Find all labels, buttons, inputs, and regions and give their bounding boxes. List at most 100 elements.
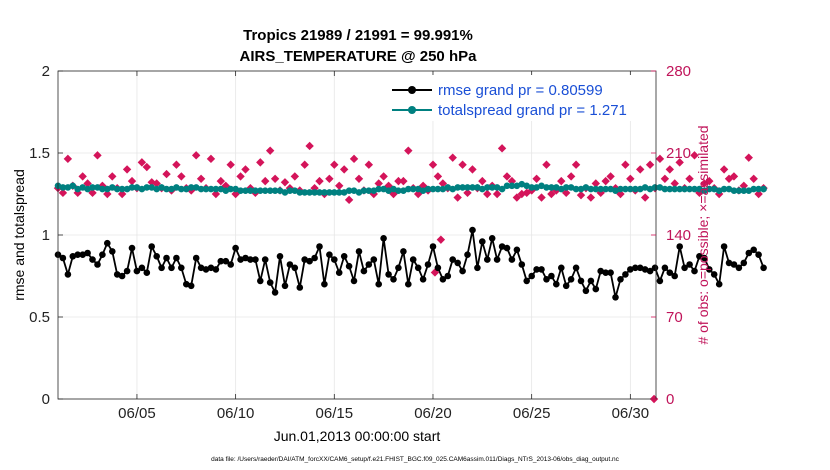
rmse-point bbox=[602, 269, 609, 277]
rmse-point bbox=[651, 264, 659, 272]
spread-point bbox=[587, 185, 595, 193]
spread-point bbox=[326, 189, 333, 196]
spread-point bbox=[632, 185, 639, 193]
spread-point bbox=[740, 187, 748, 194]
obs-assimilated-point bbox=[339, 165, 349, 174]
obs-assimilated-point bbox=[108, 172, 117, 181]
obs-assimilated-point bbox=[636, 165, 645, 174]
spread-point bbox=[207, 185, 215, 193]
rmse-point bbox=[548, 272, 555, 280]
obs-assimilated-point bbox=[399, 176, 408, 186]
spread-point bbox=[464, 184, 471, 191]
spread-point bbox=[143, 184, 151, 191]
x-tick-label: 06/10 bbox=[217, 405, 255, 422]
obs-assimilated-point bbox=[315, 176, 324, 186]
spread-point bbox=[706, 185, 713, 193]
obs-assimilated-point bbox=[571, 160, 581, 169]
rmse-point bbox=[513, 246, 521, 254]
obs-assimilated-point bbox=[719, 165, 729, 174]
spread-point bbox=[375, 185, 383, 193]
rmse-point bbox=[641, 266, 649, 273]
obs-assimilated-point bbox=[206, 154, 216, 164]
obs-assimilated-point bbox=[507, 176, 517, 186]
spread-point bbox=[651, 184, 659, 191]
rmse-point bbox=[484, 256, 491, 263]
obs-assimilated-point bbox=[433, 172, 443, 181]
rmse-point bbox=[163, 254, 170, 262]
rmse-point bbox=[533, 266, 540, 273]
obs-assimilated-point bbox=[78, 172, 87, 181]
obs-assimilated-point bbox=[729, 172, 739, 181]
rmse-point bbox=[508, 256, 516, 263]
obs-assimilated-point bbox=[196, 174, 206, 183]
spread-point bbox=[133, 184, 141, 191]
y-axis-label-left: rmse and totalspread bbox=[11, 169, 27, 301]
rmse-point bbox=[326, 251, 333, 258]
obs-assimilated-point bbox=[665, 165, 675, 174]
rmse-point bbox=[74, 251, 81, 258]
rmse-point bbox=[133, 267, 141, 275]
rmse-point bbox=[296, 284, 304, 291]
rmse-point bbox=[691, 267, 698, 275]
spread-point bbox=[242, 187, 249, 194]
spread-point bbox=[538, 182, 545, 190]
rmse-point bbox=[730, 261, 738, 268]
rmse-point bbox=[666, 269, 674, 277]
obs-assimilated-point bbox=[241, 165, 250, 174]
spread-point bbox=[666, 185, 674, 193]
rmse-point bbox=[414, 264, 422, 272]
x-tick-label: 06/05 bbox=[118, 405, 156, 422]
obs-assimilated-point bbox=[122, 165, 132, 174]
rmse-point bbox=[671, 272, 678, 280]
spread-point bbox=[725, 185, 733, 193]
spread-point bbox=[296, 189, 304, 196]
rmse-point bbox=[365, 261, 373, 268]
spread-point bbox=[612, 187, 619, 194]
obs-assimilated-point bbox=[675, 158, 684, 167]
y-right-tick-label: 140 bbox=[666, 227, 691, 244]
rmse-point bbox=[745, 249, 753, 257]
obs-assimilated-point bbox=[502, 172, 512, 181]
rmse-point bbox=[335, 269, 343, 277]
obs-assimilated-point bbox=[211, 189, 221, 199]
rmse-point bbox=[449, 256, 457, 263]
y-left-tick-label: 2 bbox=[42, 63, 50, 80]
spread-point bbox=[252, 187, 259, 194]
obs-assimilated-point bbox=[354, 174, 364, 183]
rmse-point bbox=[168, 264, 175, 272]
rmse-point bbox=[627, 266, 634, 273]
chart-title-line1: Tropics 21989 / 21991 = 99.991% bbox=[243, 27, 473, 44]
rmse-point bbox=[395, 264, 402, 272]
spread-point bbox=[484, 184, 491, 191]
obs-assimilated-point bbox=[436, 235, 446, 244]
obs-assimilated-point bbox=[117, 189, 127, 199]
obs-assimilated-point bbox=[754, 189, 763, 199]
spread-point bbox=[301, 189, 309, 196]
obs-assimilated-point bbox=[305, 141, 314, 151]
rmse-point bbox=[459, 267, 466, 275]
rmse-point bbox=[493, 256, 501, 263]
spread-point bbox=[656, 184, 664, 191]
obs-assimilated-point bbox=[714, 189, 724, 199]
spread-point bbox=[503, 182, 511, 190]
legend-spread-marker bbox=[408, 106, 416, 114]
rmse-point bbox=[656, 277, 664, 285]
rmse-point bbox=[375, 280, 383, 288]
spread-point bbox=[113, 185, 121, 193]
rmse-point bbox=[252, 256, 259, 263]
spread-point bbox=[212, 185, 220, 193]
obs-assimilated-point bbox=[660, 174, 670, 183]
spread-point bbox=[750, 185, 757, 193]
x-tick-label: 06/30 bbox=[612, 405, 650, 422]
spread-point bbox=[469, 184, 476, 191]
obs-assimilated-point bbox=[517, 189, 526, 199]
obs-assimilated-point bbox=[448, 153, 457, 162]
spread-point bbox=[592, 185, 600, 193]
rmse-point bbox=[143, 269, 151, 277]
obs-assimilated-point bbox=[344, 195, 354, 205]
obs-assimilated-point bbox=[142, 162, 152, 172]
obs-assimilated-point bbox=[172, 160, 181, 169]
obs-assimilated-point bbox=[749, 174, 758, 183]
obs-assimilated-point bbox=[137, 158, 147, 167]
